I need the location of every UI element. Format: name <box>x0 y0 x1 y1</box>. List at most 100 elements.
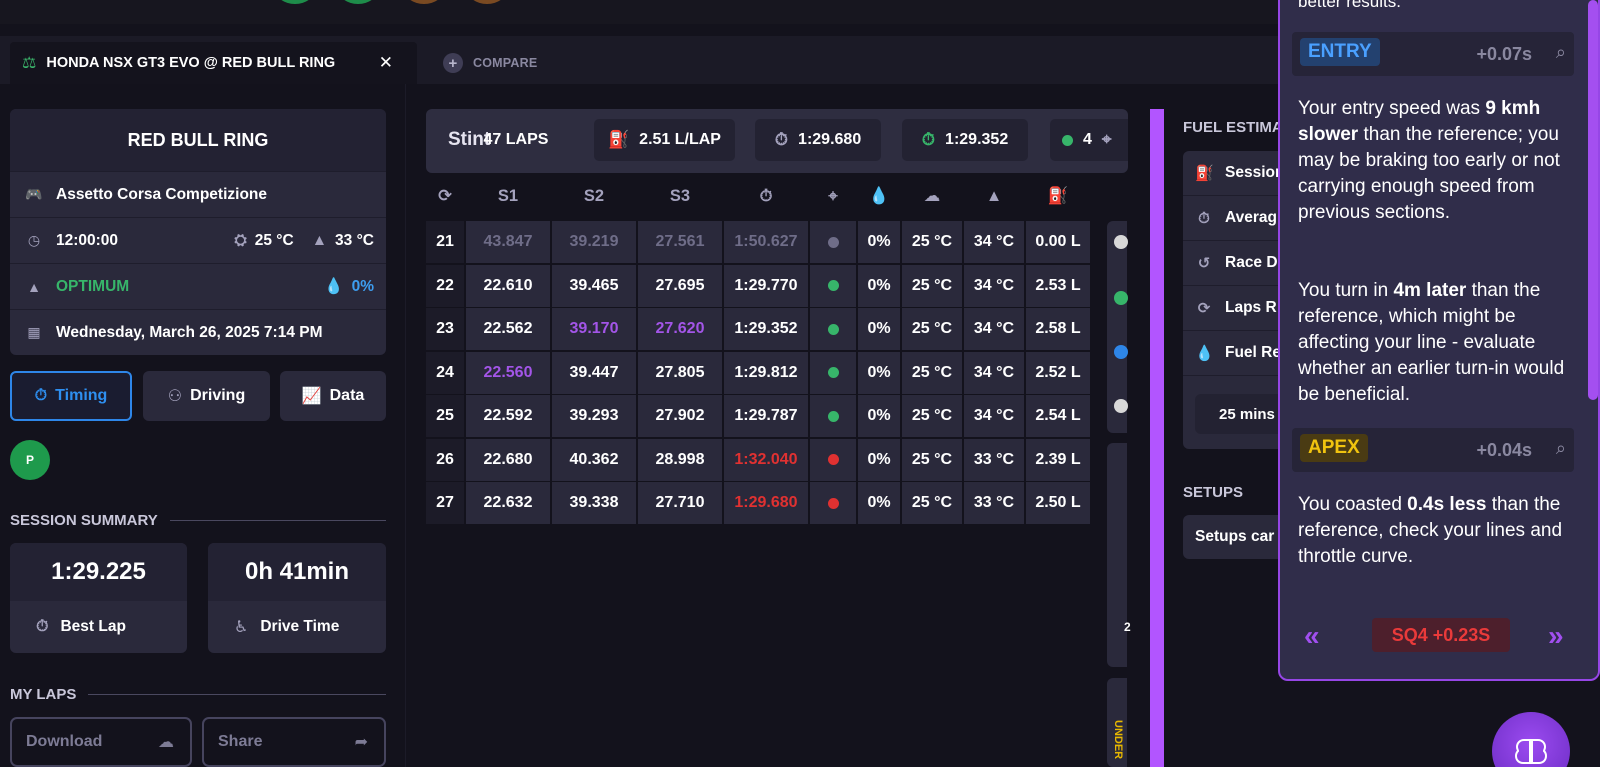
best-lap-label-row: ⏱ Best Lap <box>10 601 187 653</box>
status-dot[interactable] <box>275 0 315 4</box>
cell-fuel: 2.54 L <box>1026 395 1090 437</box>
text-run: than the reference; you may be braking t… <box>1298 124 1560 223</box>
my-laps-title: MY LAPS <box>10 686 386 703</box>
header-s1: S1 <box>497 186 519 205</box>
chart-icon: 📈 <box>301 388 322 405</box>
cell-rain: 0% <box>858 221 900 263</box>
entry-paragraph-1: Your entry speed was 9 kmh slower than t… <box>1298 96 1568 226</box>
cell-fuel: 2.39 L <box>1026 438 1090 481</box>
side-dot <box>1114 345 1128 359</box>
cell-s3: 27.902 <box>638 395 722 437</box>
session-summary-label: SESSION SUMMARY <box>10 512 158 529</box>
text-run-bold: 0.4s less <box>1407 494 1487 515</box>
status-dot[interactable] <box>404 0 444 4</box>
lap-status-dot <box>827 323 839 335</box>
tab-session-label: HONDA NSX GT3 EVO @ RED BULL RING <box>46 55 336 71</box>
cell-s1: 22.610 <box>466 264 550 307</box>
air-temp: 25 °C <box>254 231 294 249</box>
compare-label: COMPARE <box>473 56 538 70</box>
status-dot[interactable] <box>467 0 507 4</box>
rain-drop-icon: 💧 <box>868 186 890 205</box>
refresh-icon[interactable]: ⟳ <box>438 187 452 205</box>
gamepad-icon: 🎮 <box>25 186 43 202</box>
download-button[interactable]: Download ☁ <box>10 717 192 767</box>
cell-status <box>810 308 856 350</box>
cell-status <box>810 438 856 481</box>
plus-icon: + <box>443 53 463 73</box>
side-panel-strip <box>1107 221 1128 433</box>
road-icon: ▲ <box>985 186 1003 205</box>
my-laps-label: MY LAPS <box>10 686 77 703</box>
fuel-pump-icon: ⛽ <box>1047 186 1069 205</box>
cell-lap: 25 <box>426 395 464 437</box>
entry-row[interactable]: ENTRY +0.07s ⌕ <box>1292 32 1574 76</box>
air-temp-icon: ⛭ <box>234 231 247 249</box>
stint-best-lap: 1:29.352 <box>945 131 1009 148</box>
accent-bar <box>1150 109 1164 767</box>
search-icon[interactable]: ⌕ <box>1555 438 1566 458</box>
cell-track: 34 °C <box>964 308 1024 350</box>
cell-fuel: 2.52 L <box>1026 351 1090 394</box>
avatar[interactable]: P <box>10 440 50 480</box>
tab-driving[interactable]: ⚇ Driving <box>143 371 270 421</box>
share-button[interactable]: Share ➦ <box>202 717 386 767</box>
drive-time-value: 0h 41min <box>208 543 386 601</box>
cell-time: 1:29.770 <box>724 264 808 307</box>
coach-footer: « SQ4 +0.23S » <box>1280 614 1598 658</box>
cell-s1: 22.680 <box>466 438 550 481</box>
track-name: RED BULL RING <box>10 109 386 171</box>
divider <box>88 694 386 695</box>
text-run: Your entry speed was <box>1298 98 1486 119</box>
stopwatch-icon: ⏱ <box>36 618 49 635</box>
cell-s1: 43.847 <box>466 221 550 263</box>
cell-time: 1:50.627 <box>724 221 808 263</box>
drive-time-card: 0h 41min ♿ Drive Time <box>208 543 386 653</box>
cell-s2: 39.465 <box>552 264 636 307</box>
session-summary-title: SESSION SUMMARY <box>10 512 386 529</box>
cell-air: 25 °C <box>902 482 962 524</box>
cell-rain: 0% <box>858 264 900 307</box>
cell-air: 25 °C <box>902 395 962 437</box>
entry-paragraph-2: You turn in 4m later than the reference,… <box>1298 278 1568 408</box>
stopwatch-icon: ⏱ <box>921 130 936 149</box>
cell-status <box>810 264 856 307</box>
fuel-row-label: Session <box>1225 164 1285 181</box>
text-run: than the reference, which might be affec… <box>1298 280 1565 405</box>
grip-level: OPTIMUM <box>56 277 130 295</box>
side-dot <box>1114 235 1128 249</box>
crosshair-icon: ⌖ <box>828 186 838 205</box>
tab-timing[interactable]: ⏱ Timing <box>10 371 132 421</box>
cell-lap: 24 <box>426 351 464 394</box>
stint-bar: Stint 47 LAPS ⛽ 2.51 L/LAP ⏱ 1:29.680 ⏱ … <box>426 109 1128 173</box>
cell-s3: 27.710 <box>638 482 722 524</box>
status-dot[interactable] <box>338 0 378 4</box>
coach-scrollbar[interactable] <box>1588 0 1598 400</box>
cell-s1: 22.592 <box>466 395 550 437</box>
cell-air: 25 °C <box>902 351 962 394</box>
fuel-row-laps: ⟳ Laps R <box>1183 286 1303 331</box>
sector-delta-badge: SQ4 +0.23S <box>1372 618 1510 652</box>
apex-delta: +0.04s <box>1476 440 1532 460</box>
cell-time: 1:29.352 <box>724 308 808 350</box>
close-icon[interactable]: ✕ <box>378 53 393 72</box>
cell-lap: 23 <box>426 308 464 350</box>
cell-time: 1:29.680 <box>724 482 808 524</box>
valid-laps-pill: 4 ⌖ <box>1050 119 1128 161</box>
tab-session[interactable]: ⚖ HONDA NSX GT3 EVO @ RED BULL RING ✕ <box>10 42 417 84</box>
ai-coach-button[interactable] <box>1492 712 1570 767</box>
fuel-row-label: Race D <box>1225 254 1278 271</box>
road-icon: ▲ <box>27 278 41 295</box>
panel-divider <box>405 84 406 767</box>
cell-s3: 28.998 <box>638 438 722 481</box>
search-icon[interactable]: ⌕ <box>1555 42 1566 62</box>
compare-button[interactable]: + COMPARE <box>443 53 537 73</box>
stopwatch-icon: ⏱ <box>1198 209 1210 227</box>
next-corner-button[interactable]: » <box>1548 620 1564 651</box>
header-s2: S2 <box>583 186 605 205</box>
cell-status <box>810 482 856 524</box>
tab-data[interactable]: 📈 Data <box>280 371 386 421</box>
apex-row[interactable]: APEX +0.04s ⌕ <box>1292 428 1574 472</box>
cell-fuel: 2.50 L <box>1026 482 1090 524</box>
previous-corner-button[interactable]: « <box>1304 620 1320 651</box>
cloud-download-icon: ☁ <box>158 734 174 751</box>
